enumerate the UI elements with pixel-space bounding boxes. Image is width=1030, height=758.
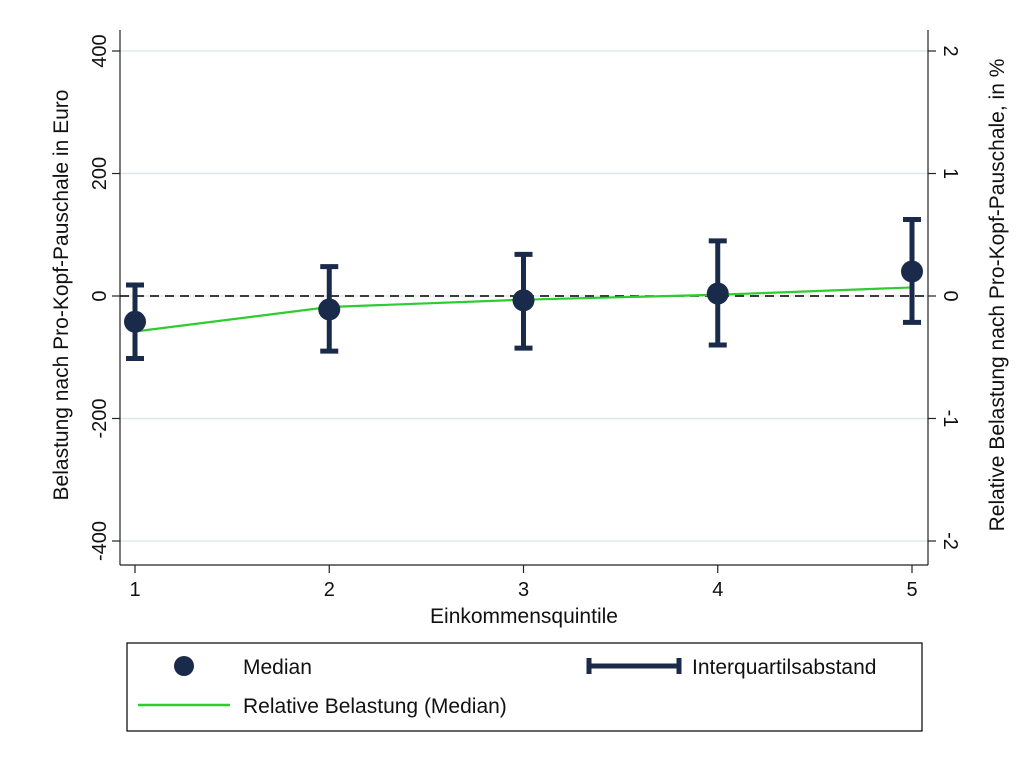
legend: Median Interquartilsabstand Relative Bel… (126, 642, 923, 732)
median-point (706, 282, 729, 305)
x-tick-label: 5 (906, 579, 917, 601)
median-point (124, 310, 146, 333)
y-left-tick-label: 200 (89, 157, 111, 190)
y-left-tick-label: 400 (89, 34, 111, 67)
y-left-tick-label: 0 (89, 290, 111, 301)
legend-relative-label: Relative Belastung (Median) (243, 695, 507, 718)
x-tick-label: 1 (129, 579, 140, 601)
x-tick-label: 4 (712, 579, 723, 601)
y-right-tick-label: -1 (939, 410, 961, 428)
y-right-tick-label: 0 (939, 290, 961, 301)
y-right-tick-label: 2 (939, 45, 961, 56)
legend-median-label: Median (243, 656, 312, 679)
marks (120, 216, 928, 361)
x-tick-label: 2 (324, 579, 335, 601)
legend-median-marker (174, 656, 194, 676)
x-axis-title: Einkommensquintile (430, 605, 618, 628)
axes: 400 200 0 -200 -400 2 1 0 -1 -2 1 2 3 4 5 (89, 30, 961, 601)
median-point (512, 289, 535, 312)
x-tick-label: 3 (518, 579, 529, 601)
legend-iqr-label: Interquartilsabstand (692, 656, 876, 679)
legend-box (126, 642, 923, 732)
y-left-tick-label: -400 (89, 521, 111, 561)
median-point (318, 298, 341, 321)
y-axis-right-title: Relative Belastung nach Pro-Kopf-Pauscha… (986, 59, 1009, 532)
median-point (901, 260, 923, 283)
y-axis-left-title: Belastung nach Pro-Kopf-Pauschale in Eur… (50, 90, 73, 501)
y-right-tick-label: 1 (939, 168, 961, 179)
y-left-tick-label: -200 (89, 398, 111, 438)
y-right-tick-label: -2 (939, 532, 961, 550)
